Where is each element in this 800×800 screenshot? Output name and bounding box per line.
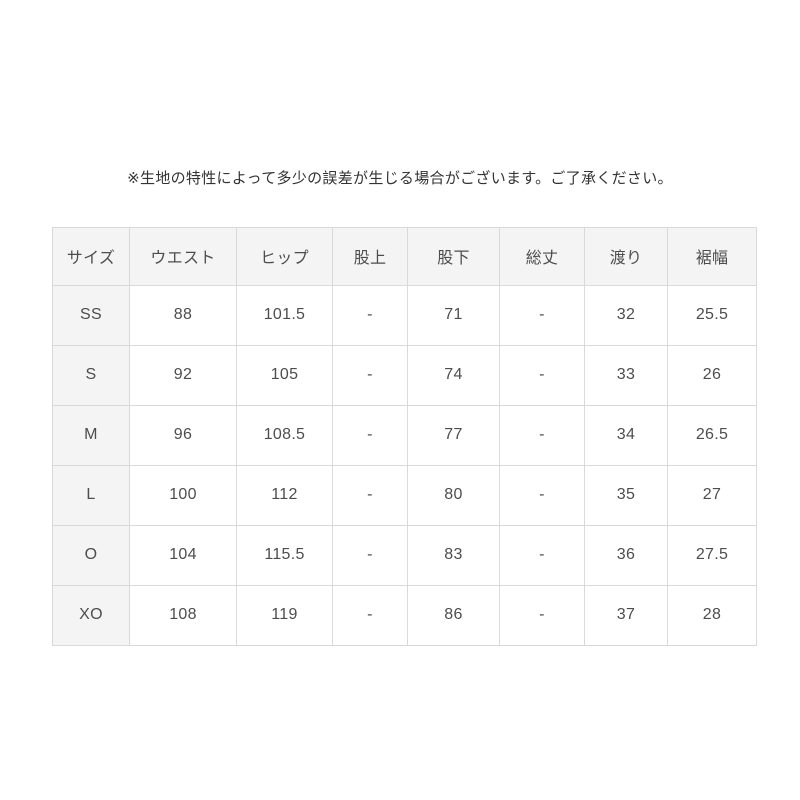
header-watari: 渡り [584,226,668,286]
rise-cell: - [332,344,408,406]
watari-cell: 37 [584,584,668,646]
hem-width-cell: 25.5 [667,284,757,346]
hip-cell: 119 [236,584,333,646]
rise-cell: - [332,284,408,346]
hem-width-cell: 26 [667,344,757,406]
rise-cell: - [332,584,408,646]
waist-cell: 100 [129,464,237,526]
inseam-cell: 71 [407,284,500,346]
size-cell: SS [52,284,130,346]
total-length-cell: - [499,584,585,646]
hip-cell: 105 [236,344,333,406]
watari-cell: 32 [584,284,668,346]
table-row-s: S 92 105 - 74 - 33 26 [52,344,757,406]
watari-cell: 34 [584,404,668,466]
hem-width-cell: 27 [667,464,757,526]
hem-width-cell: 28 [667,584,757,646]
total-length-cell: - [499,524,585,586]
header-hem-width: 裾幅 [667,226,757,286]
total-length-cell: - [499,284,585,346]
header-total-length: 総丈 [499,226,585,286]
waist-cell: 104 [129,524,237,586]
hem-width-cell: 27.5 [667,524,757,586]
rise-cell: - [332,404,408,466]
size-cell: S [52,344,130,406]
size-cell: O [52,524,130,586]
watari-cell: 36 [584,524,668,586]
inseam-cell: 77 [407,404,500,466]
rise-cell: - [332,524,408,586]
watari-cell: 35 [584,464,668,526]
total-length-cell: - [499,464,585,526]
fabric-disclaimer-note: ※生地の特性によって多少の誤差が生じる場合がございます。ご了承ください。 [127,170,673,187]
table-row-xo: XO 108 119 - 86 - 37 28 [52,584,757,646]
header-waist: ウエスト [129,226,237,286]
rise-cell: - [332,464,408,526]
hip-cell: 115.5 [236,524,333,586]
header-inseam: 股下 [407,226,500,286]
watari-cell: 33 [584,344,668,406]
table-row-ss: SS 88 101.5 - 71 - 32 25.5 [52,284,757,346]
waist-cell: 96 [129,404,237,466]
size-cell: XO [52,584,130,646]
inseam-cell: 86 [407,584,500,646]
hem-width-cell: 26.5 [667,404,757,466]
waist-cell: 92 [129,344,237,406]
table-row-l: L 100 112 - 80 - 35 27 [52,464,757,526]
header-size: サイズ [52,226,130,286]
hip-cell: 101.5 [236,284,333,346]
header-hip: ヒップ [236,226,333,286]
inseam-cell: 74 [407,344,500,406]
waist-cell: 108 [129,584,237,646]
header-row: サイズ ウエスト ヒップ 股上 股下 総丈 渡り 裾幅 [52,226,757,286]
size-cell: M [52,404,130,466]
table-row-m: M 96 108.5 - 77 - 34 26.5 [52,404,757,466]
inseam-cell: 80 [407,464,500,526]
inseam-cell: 83 [407,524,500,586]
header-rise: 股上 [332,226,408,286]
hip-cell: 112 [236,464,333,526]
size-cell: L [52,464,130,526]
size-chart-table: サイズ ウエスト ヒップ 股上 股下 総丈 渡り 裾幅 SS 88 101.5 … [52,226,757,646]
waist-cell: 88 [129,284,237,346]
table-row-o: O 104 115.5 - 83 - 36 27.5 [52,524,757,586]
hip-cell: 108.5 [236,404,333,466]
total-length-cell: - [499,344,585,406]
total-length-cell: - [499,404,585,466]
